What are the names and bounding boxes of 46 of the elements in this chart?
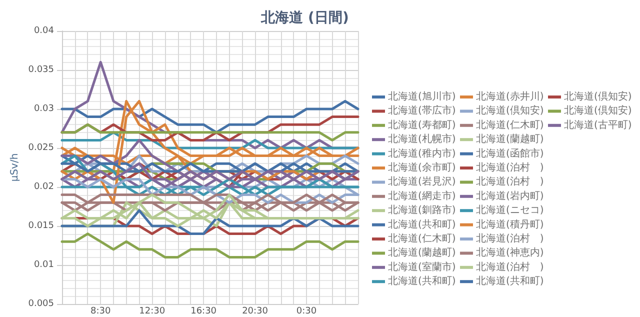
- legend-label: 北海道(泊村 ): [476, 260, 544, 273]
- legend-label: 北海道(仁木町): [388, 232, 456, 244]
- legend-label: 北海道(網走市): [388, 190, 456, 202]
- legend-label: 北海道(積丹町): [476, 218, 544, 230]
- y-tick-label: 0.04: [34, 26, 54, 36]
- legend-label: 北海道(帯広市): [388, 104, 456, 117]
- y-tick-label: 0.02: [34, 182, 54, 192]
- legend-label: 北海道(室蘭市): [388, 260, 456, 273]
- y-tick-label: 0.015: [28, 221, 54, 231]
- legend-label: 北海道(倶知安): [564, 90, 632, 102]
- legend-label: 北海道(共和町): [476, 275, 544, 288]
- legend-label: 北海道(古平町): [564, 118, 632, 131]
- y-tick-label: 0.03: [34, 104, 54, 114]
- legend-label: 北海道(岩内町): [476, 190, 544, 202]
- legend-label: 北海道(札幌市): [388, 133, 456, 146]
- legend-label: 北海道(釧路市): [388, 204, 456, 216]
- legend-label: 北海道(函館市): [476, 147, 544, 160]
- legend-label: 北海道(蘭越町): [388, 246, 456, 259]
- legend-label: 北海道(共和町): [388, 218, 456, 230]
- x-tick-label: 8:30: [90, 306, 111, 316]
- x-tick-label: 0:30: [296, 306, 317, 316]
- legend-label: 北海道(泊村 ): [476, 162, 544, 174]
- y-tick-label: 0.005: [28, 299, 54, 309]
- legend-label: 北海道(余市町): [388, 162, 456, 174]
- legend-label: 北海道(神恵内): [476, 246, 544, 259]
- legend-label: 北海道(稚内市): [388, 147, 456, 160]
- legend-label: 北海道(ニセコ): [476, 204, 544, 216]
- legend-label: 北海道(倶知安): [564, 104, 632, 117]
- y-tick-label: 0.035: [28, 65, 54, 75]
- legend-label: 北海道(蘭越町): [476, 133, 544, 146]
- legend-label: 北海道(旭川市): [388, 90, 456, 102]
- legend-label: 北海道(仁木町): [476, 118, 544, 131]
- legend-label: 北海道(泊村 ): [476, 176, 544, 188]
- y-tick-label: 0.01: [34, 260, 54, 270]
- y-axis-title: μSv/h: [10, 153, 20, 182]
- legend-label: 北海道(岩見沢): [388, 176, 456, 188]
- legend-label: 北海道(寿都町): [388, 118, 456, 131]
- x-tick-label: 16:30: [190, 306, 217, 316]
- legend-label: 北海道(倶知安): [476, 104, 544, 117]
- legend-label: 北海道(赤井川): [476, 90, 544, 102]
- legend-label: 北海道(共和町): [388, 275, 456, 288]
- x-tick-label: 20:30: [242, 306, 268, 316]
- y-tick-label: 0.025: [28, 143, 54, 153]
- x-tick-label: 12:30: [139, 306, 166, 316]
- legend-label: 北海道(泊村 ): [476, 232, 544, 244]
- chart-title: 北海道 (日間): [260, 10, 349, 26]
